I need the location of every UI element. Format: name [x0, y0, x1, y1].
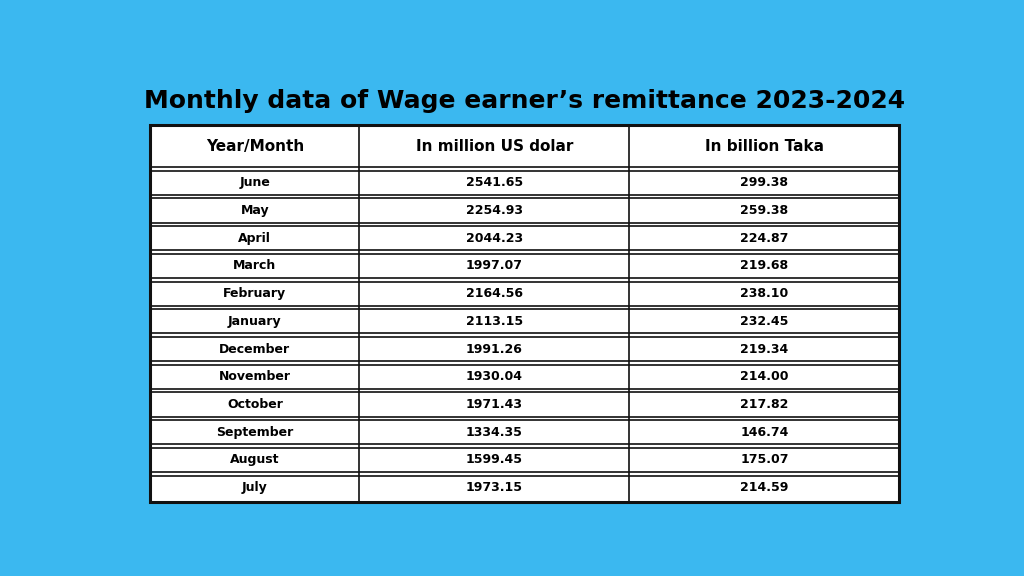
Text: 238.10: 238.10: [740, 287, 788, 300]
Text: 1971.43: 1971.43: [466, 398, 523, 411]
Text: April: April: [239, 232, 271, 245]
Text: May: May: [241, 204, 269, 217]
Text: March: March: [233, 259, 276, 272]
Text: In million US dolar: In million US dolar: [416, 139, 573, 154]
Text: 214.59: 214.59: [740, 481, 788, 494]
Text: Year/Month: Year/Month: [206, 139, 304, 154]
Text: 232.45: 232.45: [740, 315, 788, 328]
Text: 2113.15: 2113.15: [466, 315, 523, 328]
Text: 1973.15: 1973.15: [466, 481, 523, 494]
Text: 259.38: 259.38: [740, 204, 788, 217]
Text: 219.34: 219.34: [740, 343, 788, 355]
Text: February: February: [223, 287, 287, 300]
Text: 2164.56: 2164.56: [466, 287, 523, 300]
Text: August: August: [230, 453, 280, 467]
Text: Monthly data of Wage earner’s remittance 2023-2024: Monthly data of Wage earner’s remittance…: [144, 89, 905, 113]
Text: June: June: [240, 176, 270, 190]
Text: 1599.45: 1599.45: [466, 453, 523, 467]
Text: 299.38: 299.38: [740, 176, 788, 190]
Text: September: September: [216, 426, 294, 439]
Text: 2541.65: 2541.65: [466, 176, 523, 190]
Text: 1991.26: 1991.26: [466, 343, 523, 355]
Text: January: January: [228, 315, 282, 328]
Bar: [151, 124, 899, 502]
Text: 1930.04: 1930.04: [466, 370, 523, 383]
Text: 146.74: 146.74: [740, 426, 788, 439]
Text: 224.87: 224.87: [740, 232, 788, 245]
Text: 175.07: 175.07: [740, 453, 788, 467]
Text: July: July: [242, 481, 267, 494]
Text: December: December: [219, 343, 291, 355]
Text: 214.00: 214.00: [740, 370, 788, 383]
Text: 2044.23: 2044.23: [466, 232, 523, 245]
Text: 2254.93: 2254.93: [466, 204, 523, 217]
Text: 217.82: 217.82: [740, 398, 788, 411]
Text: 219.68: 219.68: [740, 259, 788, 272]
Text: 1334.35: 1334.35: [466, 426, 523, 439]
Text: 1997.07: 1997.07: [466, 259, 523, 272]
Text: In billion Taka: In billion Taka: [705, 139, 824, 154]
Text: November: November: [219, 370, 291, 383]
Text: October: October: [227, 398, 283, 411]
